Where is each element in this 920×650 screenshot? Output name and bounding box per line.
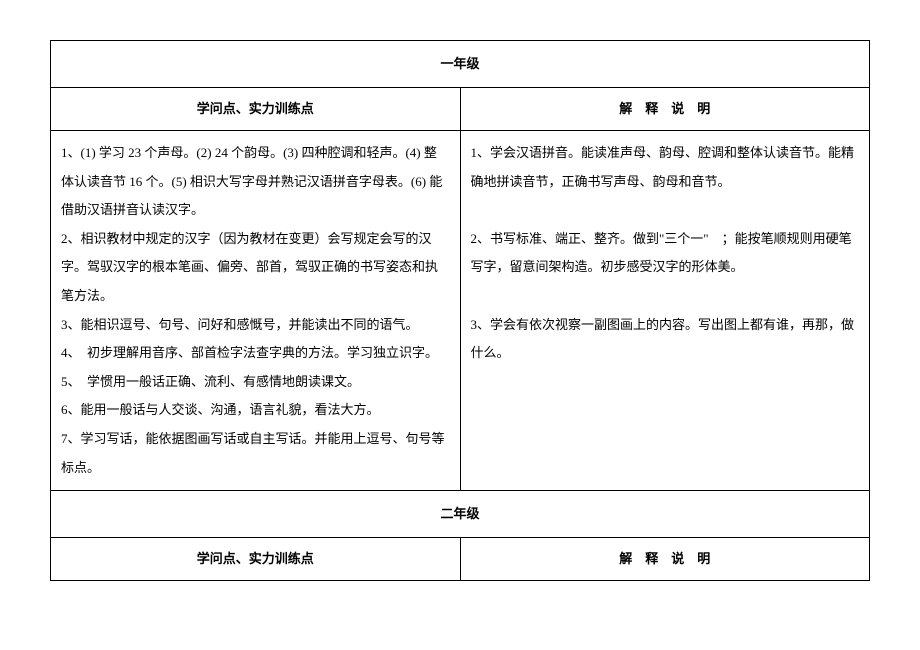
grade2-title: 二年级 (51, 491, 870, 538)
grade2-col2-header: 解 释 说 明 (460, 538, 870, 581)
grade1-col2-content: 1、学会汉语拼音。能读准声母、韵母、腔调和整体认读音节。能精确地拼读音节，正确书… (460, 131, 870, 491)
curriculum-table: 一年级 学问点、实力训练点 解 释 说 明 1、(1) 学习 23 个声母。(2… (50, 40, 870, 581)
grade2-col1-header: 学问点、实力训练点 (51, 538, 461, 581)
grade1-title: 一年级 (51, 41, 870, 88)
grade1-col2-header: 解 释 说 明 (460, 88, 870, 131)
grade1-col1-content: 1、(1) 学习 23 个声母。(2) 24 个韵母。(3) 四种腔调和轻声。(… (51, 131, 461, 491)
grade1-col1-header: 学问点、实力训练点 (51, 88, 461, 131)
